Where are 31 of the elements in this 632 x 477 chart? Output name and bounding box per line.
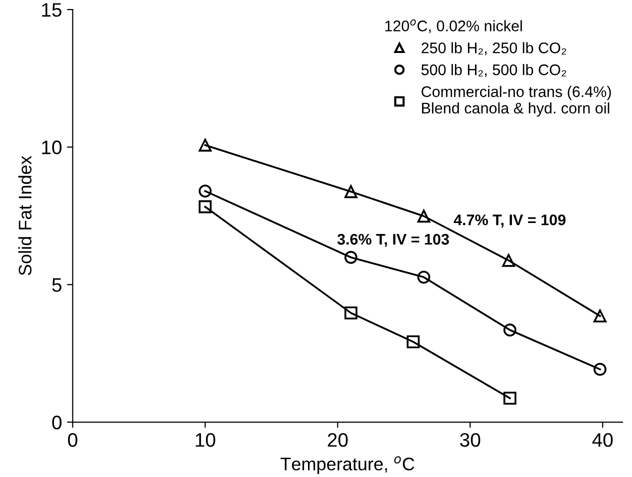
x-tick-label: 20	[328, 433, 348, 447]
legend-title: 120$^{o}$C, 0.02% nickel	[385, 19, 522, 34]
point	[594, 362, 606, 376]
x-tick-label: 40	[592, 433, 613, 447]
point	[344, 306, 358, 320]
y-tick-label: 15	[42, 3, 62, 17]
point	[406, 335, 420, 348]
point	[503, 324, 516, 336]
x-tick-label: 0	[68, 433, 78, 447]
x-axis-title: Temperature, $^{o}$C	[280, 456, 414, 474]
point	[417, 270, 430, 284]
legend-label: 500 lb H₂, 500 lb CO₂	[421, 64, 566, 78]
point	[417, 210, 430, 223]
y-tick-label: 10	[42, 140, 62, 154]
x-tick-label: 10	[196, 433, 216, 447]
point	[198, 138, 212, 152]
y-tick-label: 0	[52, 416, 62, 430]
point	[503, 392, 516, 405]
annotation: 4.7% T, IV = 109	[454, 214, 566, 228]
y-axis-title: Solid Fat Index	[18, 156, 32, 276]
point	[344, 185, 358, 198]
y-tick-label: 5	[52, 278, 62, 292]
point	[198, 184, 212, 198]
annotation: 3.6% T, IV = 103	[337, 234, 449, 247]
legend-label: Commercial-no trans (6.4%) Blend canola & hyd. corn oil	[422, 86, 611, 117]
x-tick-label: 30	[460, 433, 480, 447]
point	[344, 250, 358, 264]
point	[594, 310, 606, 322]
point	[502, 254, 516, 267]
legend-label: 250 lb H₂, 250 lb CO₂	[422, 42, 566, 56]
point	[198, 200, 212, 214]
